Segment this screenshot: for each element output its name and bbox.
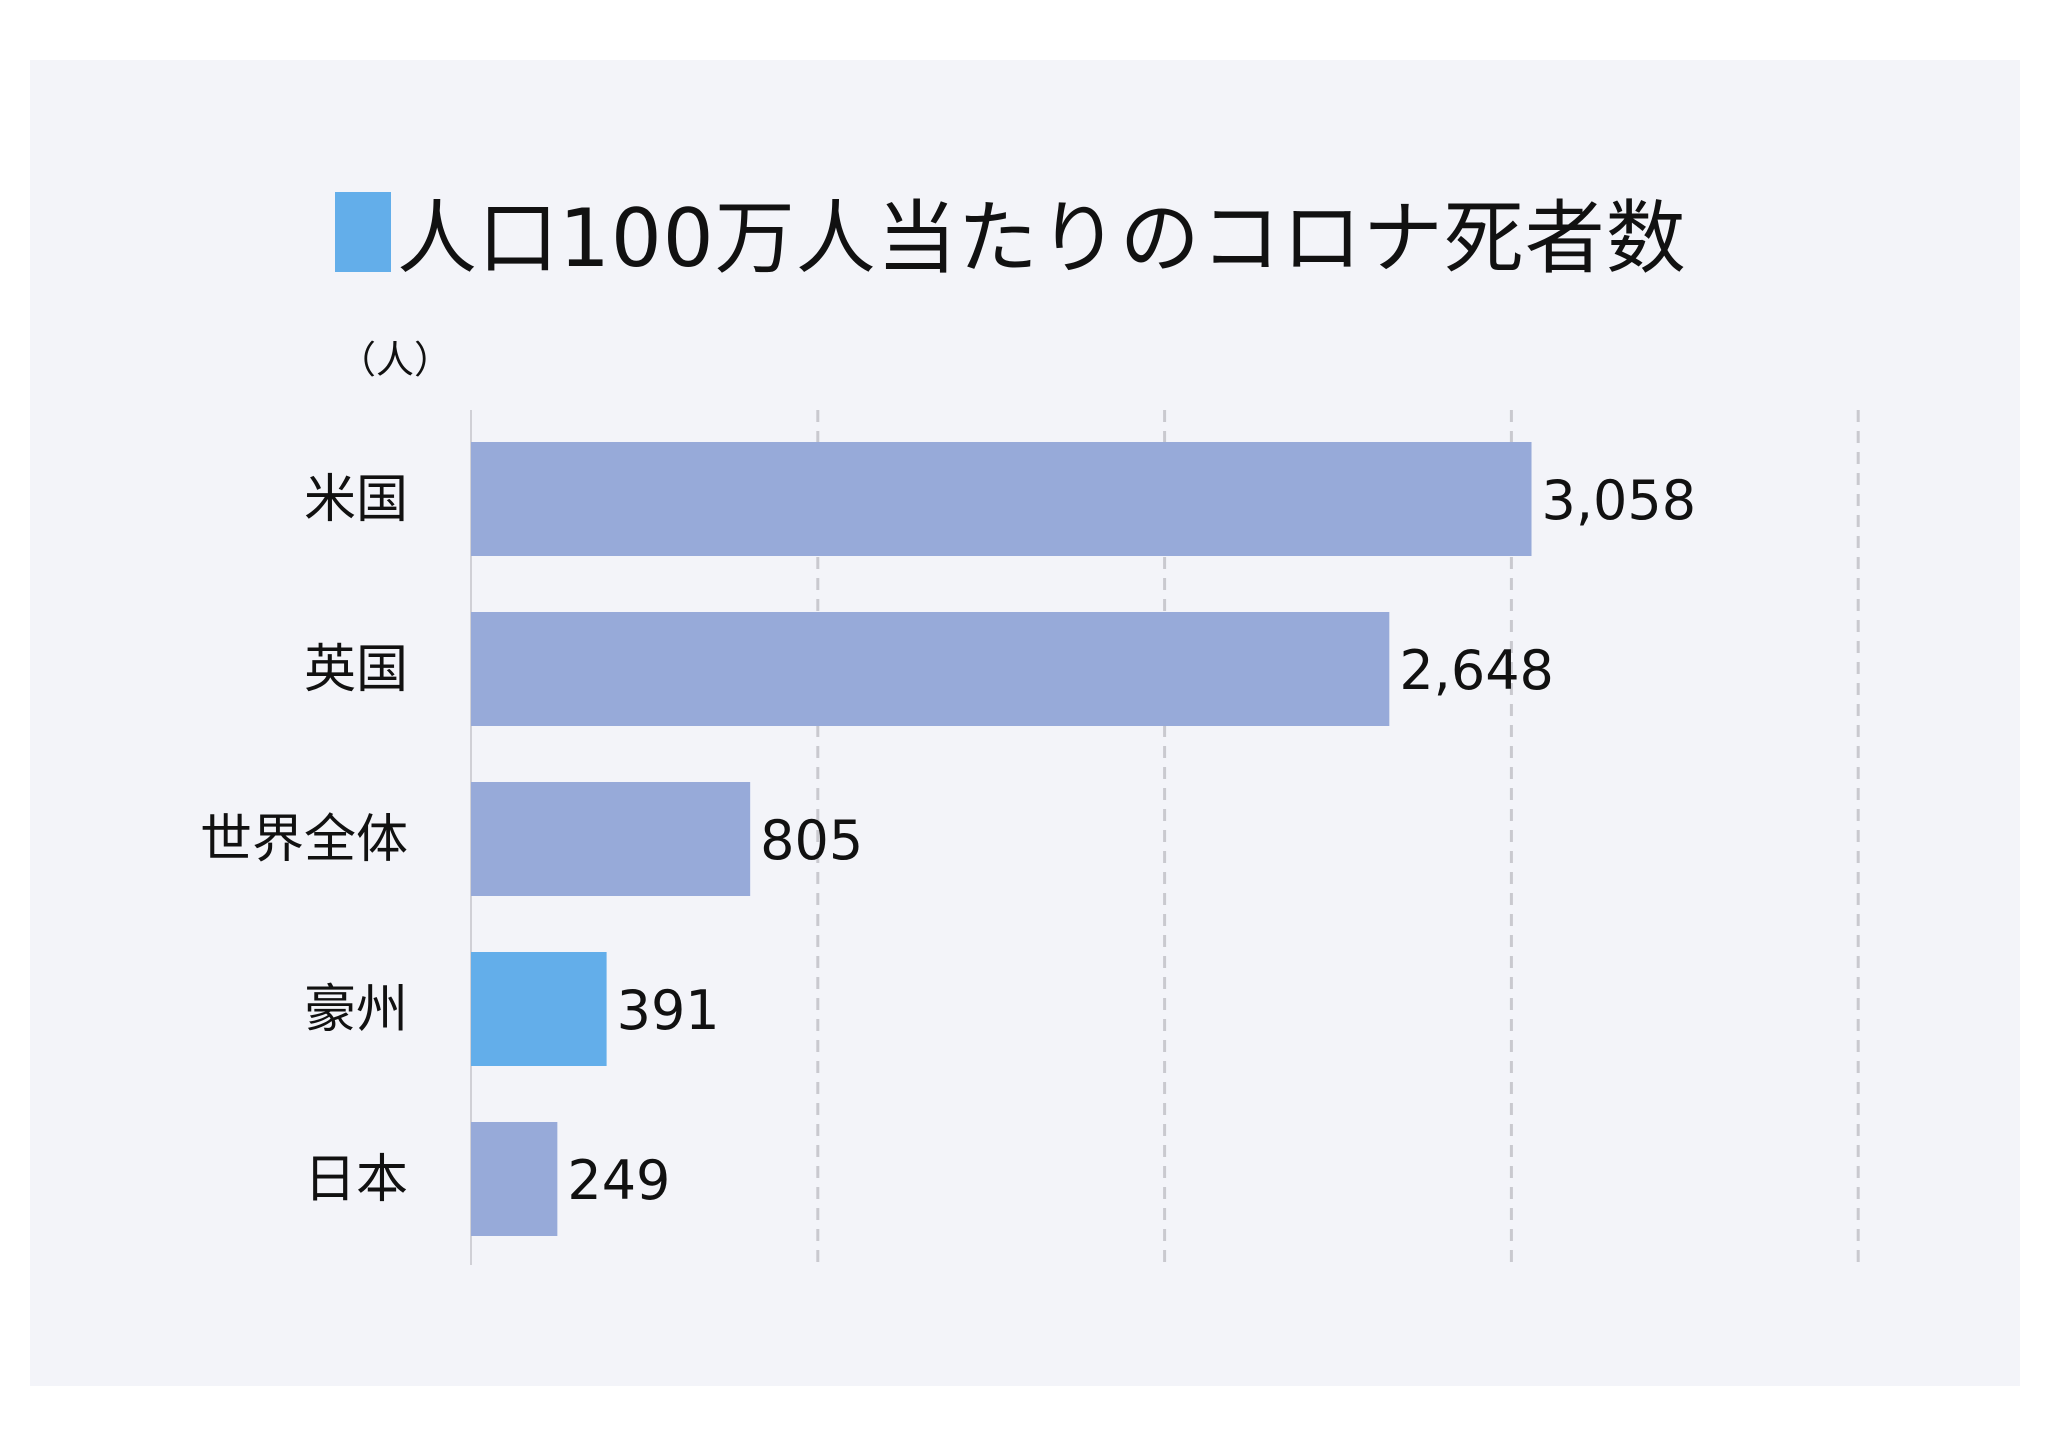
value-label: 2,648 xyxy=(1399,639,1554,702)
value-label: 3,058 xyxy=(1542,469,1697,532)
grid-lines xyxy=(816,410,1860,1265)
title-marker-square xyxy=(335,192,391,272)
bar xyxy=(471,782,751,896)
bar xyxy=(471,1122,558,1236)
value-label: 805 xyxy=(760,809,863,872)
category-label: 英国 xyxy=(304,640,408,700)
bars: 米国 3,058 英国 2,648 世界全体 805 豪州 391 日本 249 xyxy=(200,442,1696,1236)
category-label: 豪州 xyxy=(304,980,408,1040)
category-label: 日本 xyxy=(304,1150,408,1210)
value-label: 249 xyxy=(567,1149,670,1212)
bar xyxy=(471,442,1532,556)
category-label: 世界全体 xyxy=(200,810,408,870)
chart-title: 人口100万人当たりのコロナ死者数 xyxy=(397,192,1687,285)
category-label: 米国 xyxy=(304,470,408,530)
value-label: 391 xyxy=(617,979,720,1042)
unit-label: （人） xyxy=(338,338,452,382)
bar xyxy=(471,612,1390,726)
bar xyxy=(471,952,607,1066)
chart-title-row: 人口100万人当たりのコロナ死者数 xyxy=(335,182,1687,285)
